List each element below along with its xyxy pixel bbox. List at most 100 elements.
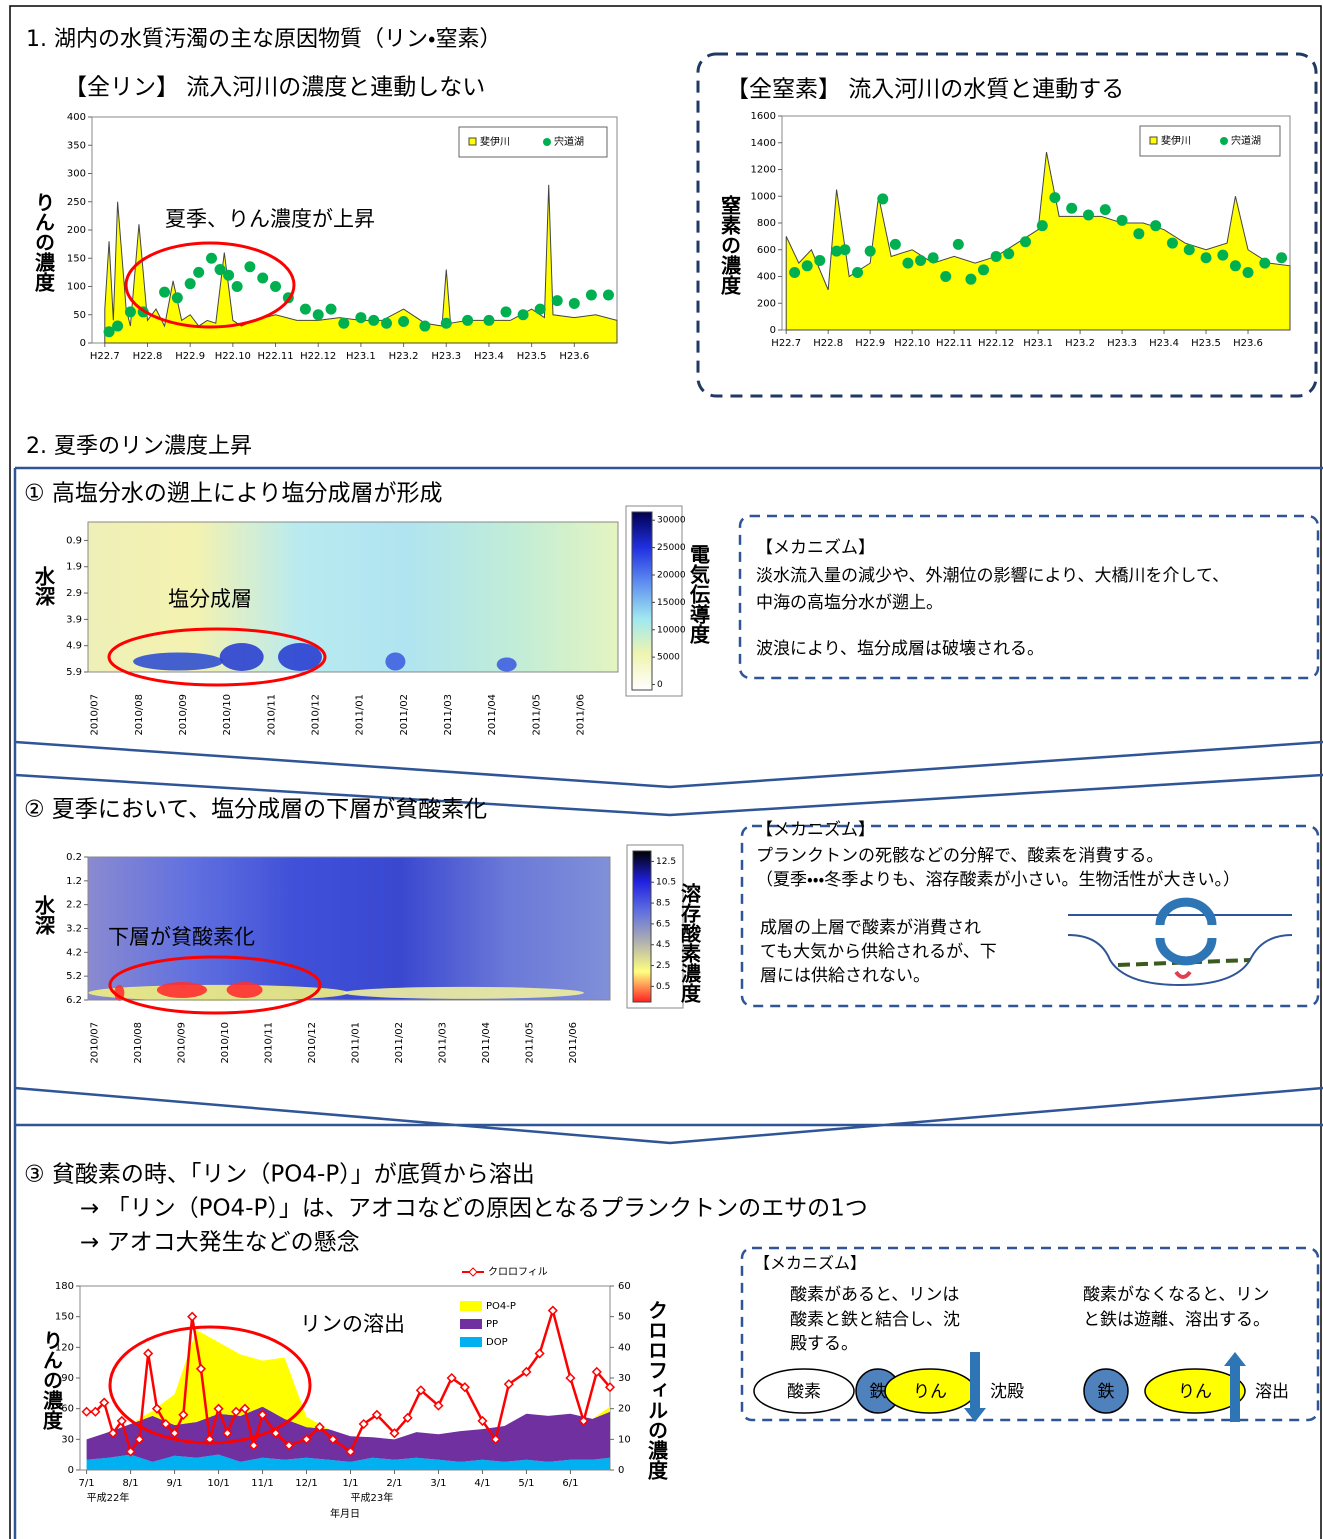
point [503, 1379, 514, 1390]
legend-label: 斐伊川 [480, 135, 510, 148]
point [864, 245, 876, 257]
point [125, 1446, 136, 1457]
point [1183, 244, 1195, 256]
point [312, 309, 324, 321]
tick-label: H22.7 [771, 338, 801, 349]
point [490, 1434, 501, 1445]
point [327, 1434, 338, 1445]
axis-label: りんの濃度 [40, 1330, 64, 1431]
point [134, 1434, 145, 1445]
section-title: 1. 湖内の水質汚濁の主な原因物質（リン・窒素） [26, 27, 501, 52]
tick-label: 0 [770, 325, 776, 336]
point [381, 317, 393, 329]
heatmap-fill [226, 981, 263, 998]
mechanism-box [738, 514, 1320, 680]
tick-label: 5.9 [66, 667, 82, 678]
tick-label: 0.5 [656, 982, 670, 992]
point [1276, 252, 1288, 264]
tick-label: 40 [618, 1342, 631, 1353]
legend-label: 斐伊川 [1161, 134, 1191, 147]
heatmap-fill [278, 643, 322, 671]
tick-label: 2011/05 [531, 694, 542, 736]
point [1229, 260, 1241, 272]
tick-label: 5/1 [518, 1478, 534, 1489]
tick-label: H22.9 [855, 338, 885, 349]
oval-label: 鉄 [1098, 1382, 1115, 1402]
point [402, 1412, 413, 1423]
legend-swatch [1149, 136, 1158, 145]
tick-label: 150 [67, 253, 86, 264]
stacked-area [86, 1454, 610, 1470]
tick-label: H22.11 [257, 351, 293, 362]
point [565, 1372, 576, 1384]
point [440, 317, 452, 329]
axis-label: りんの濃度 [32, 192, 56, 293]
tick-label: 800 [757, 218, 776, 229]
mechanism-heading: 【メカニズム】 [756, 820, 875, 840]
tick-label: 2010/09 [178, 694, 189, 736]
point [915, 254, 927, 266]
legend-label: DOP [486, 1337, 508, 1348]
tick-label: 60 [618, 1281, 631, 1292]
point [839, 244, 851, 256]
tick-label: H22.8 [813, 338, 843, 349]
point [398, 316, 410, 328]
annotation: リンの溶出 [300, 1312, 405, 1336]
tick-label: 180 [55, 1281, 74, 1292]
point [151, 1403, 163, 1414]
tick-sublabel: 平成23年 [350, 1491, 393, 1504]
tick-label: H23.3 [431, 351, 461, 362]
tick-label: 2011/05 [525, 1022, 536, 1064]
tick-label: 2010/10 [220, 1022, 231, 1064]
heatmap-fill [88, 522, 618, 672]
point [159, 286, 171, 298]
tick-label: 2010/07 [90, 694, 101, 736]
arrow-label: 溶出 [1255, 1382, 1289, 1402]
point [604, 1382, 616, 1393]
axis-label: 電気伝導度 [687, 544, 711, 645]
tick-label: H23.4 [474, 351, 504, 362]
heatmap-fill [343, 986, 584, 999]
tick-label: 12/1 [295, 1478, 317, 1489]
point [223, 269, 235, 281]
point [81, 1406, 92, 1417]
point [299, 303, 311, 315]
point [358, 1418, 369, 1430]
point [193, 266, 205, 278]
point [112, 320, 124, 332]
mechanism-text: 酸素と鉄と結合し、沈 [790, 1310, 960, 1330]
tick-label: 3.9 [66, 614, 82, 625]
legend-label: PP [486, 1319, 498, 1330]
point [831, 245, 843, 257]
point [231, 281, 243, 292]
point [301, 1434, 312, 1445]
tick-label: 3.2 [66, 924, 82, 935]
tick-label: 300 [67, 169, 86, 180]
tick-label: 0 [618, 1465, 624, 1476]
point [578, 1415, 589, 1426]
tick-label: 2011/03 [443, 694, 454, 736]
point [940, 271, 952, 282]
point [187, 1311, 198, 1322]
tick-label: 10 [618, 1434, 631, 1445]
heatmap-fill [219, 643, 264, 671]
step-frame [13, 466, 1323, 1539]
tick-label: H22.10 [215, 351, 251, 362]
tick-label: 2011/04 [487, 694, 498, 736]
tick-label: 400 [757, 272, 776, 283]
point [1200, 252, 1212, 264]
legend-box [458, 126, 608, 158]
point [483, 314, 495, 326]
annotation: 夏季、りん濃度が上昇 [165, 207, 375, 231]
point [1116, 214, 1128, 226]
point [107, 1428, 119, 1439]
tick-label: 0 [68, 1465, 74, 1476]
axis-label: 水深 [32, 566, 56, 607]
point [1049, 192, 1061, 204]
point [248, 1440, 259, 1451]
tick-label: H23.5 [1191, 338, 1221, 349]
tick-label: 4.9 [66, 641, 82, 652]
point [338, 317, 350, 329]
point [314, 1422, 325, 1433]
